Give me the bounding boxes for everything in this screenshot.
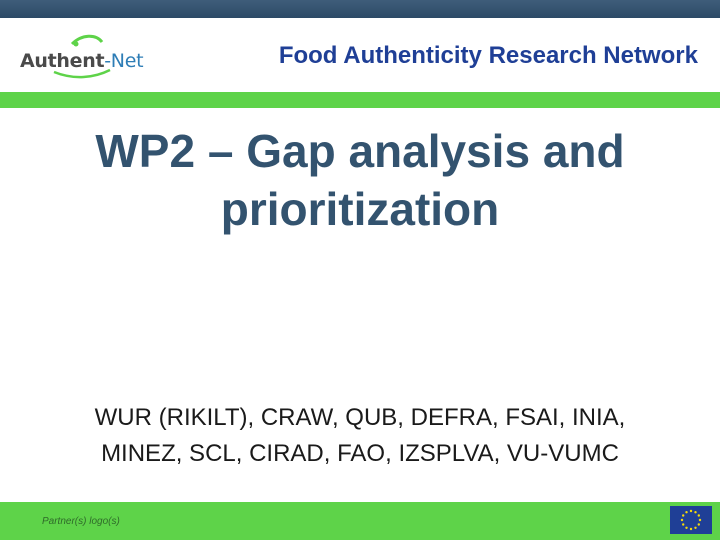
slide-title-line-2: prioritization [220,183,500,235]
footer: Partner(s) logo(s) [0,502,720,540]
eu-flag-icon [670,506,712,534]
partners-list: WUR (RIKILT), CRAW, QUB, DEFRA, FSAI, IN… [30,400,690,472]
slide-title-line-1: WP2 – Gap analysis and [95,125,625,177]
slide-title: WP2 – Gap analysis and prioritization [40,122,680,238]
logo-swoosh-icon [53,34,111,79]
partners-line-1: WUR (RIKILT), CRAW, QUB, DEFRA, FSAI, IN… [94,404,626,431]
partner-logos-label: Partner(s) logo(s) [42,516,120,527]
partners-line-2: MINEZ, SCL, CIRAD, FAO, IZSPLVA, VU-VUMC [101,440,619,467]
green-band [0,92,720,108]
logo-text: Authent-Net [20,50,144,72]
authent-net-logo: Authent-Net [14,32,144,80]
network-title: Food Authenticity Research Network [278,42,698,69]
logo-text-main: Authent [20,50,105,72]
logo-text-suffix: -Net [104,50,144,72]
top-band [0,0,720,18]
header: Authent-Net Food Authenticity Research N… [0,18,720,92]
